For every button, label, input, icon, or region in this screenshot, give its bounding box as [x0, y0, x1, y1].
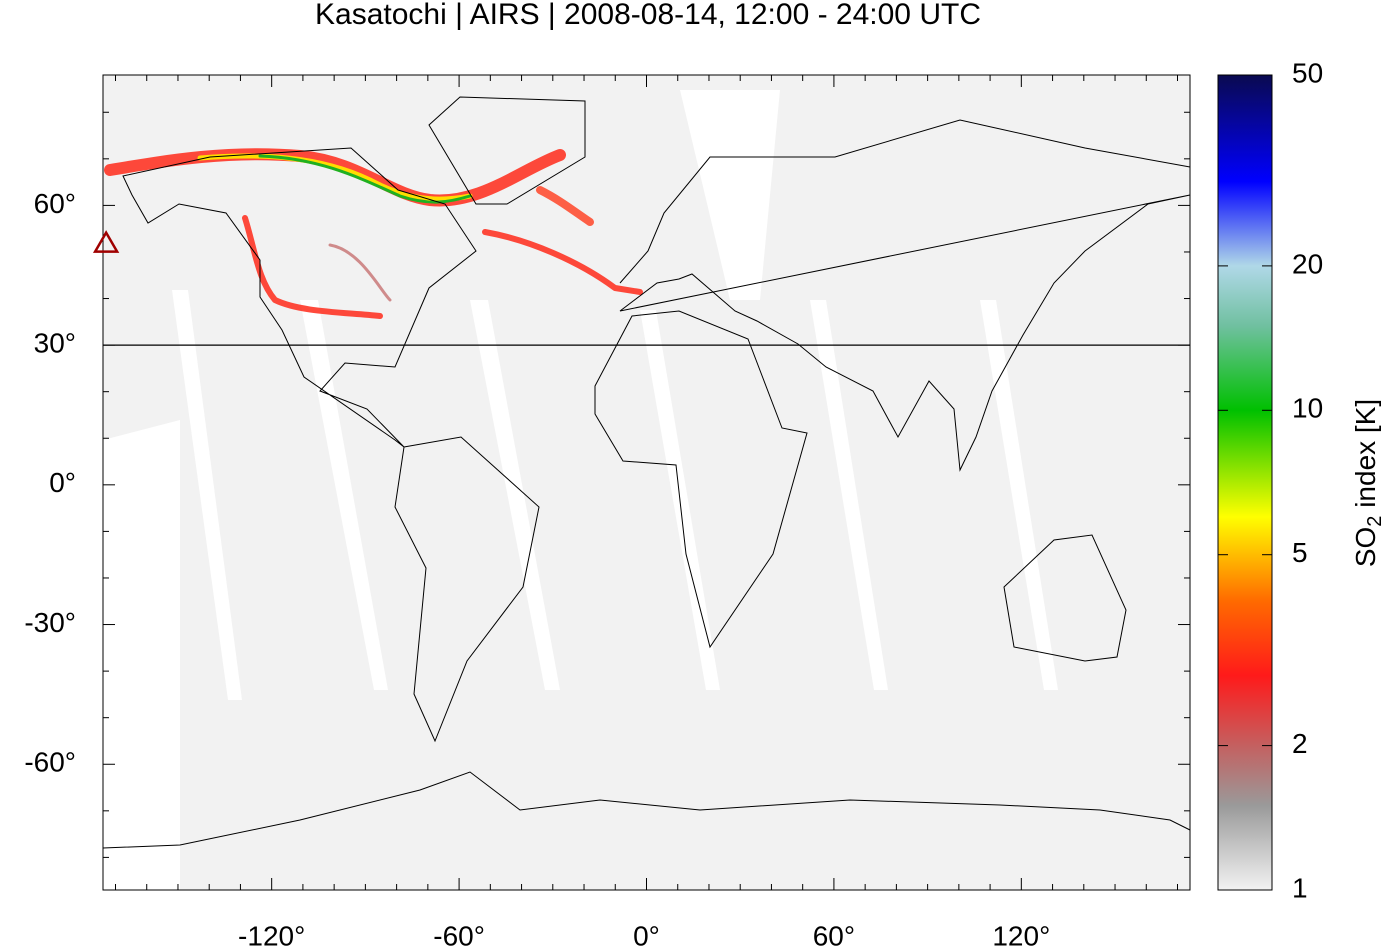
x-tick-label: 120° — [992, 920, 1050, 950]
colorbar-tick-label: 1 — [1292, 872, 1308, 903]
swath-gap — [172, 290, 242, 700]
x-tick-label: 60° — [813, 920, 855, 950]
swath-gap — [300, 300, 388, 690]
y-tick-label: -30° — [24, 607, 76, 638]
chart-title: Kasatochi | AIRS | 2008-08-14, 12:00 - 2… — [315, 0, 981, 31]
plume-band — [482, 229, 643, 295]
plume-core — [197, 153, 473, 202]
x-tick-label: -120° — [238, 920, 305, 950]
y-tick-label: -60° — [24, 747, 76, 778]
coastlines — [102, 96, 1191, 849]
colorbar-tick-label: 10 — [1292, 393, 1323, 424]
swath-gap — [810, 300, 888, 690]
plume-core — [258, 154, 472, 204]
so2-plume — [104, 148, 643, 319]
colorbar-label-part: index [K] — [1350, 399, 1381, 516]
colorbar-tick-label: 2 — [1292, 728, 1308, 759]
colorbar-tick-label: 5 — [1292, 537, 1308, 568]
colorbar-tick-label: 20 — [1292, 248, 1323, 279]
coastline — [428, 96, 586, 205]
map — [102, 74, 1191, 891]
plume-band — [104, 148, 566, 207]
volcano-marker — [92, 230, 120, 253]
x-tick-label: -60° — [433, 920, 485, 950]
y-tick-label: 0° — [49, 467, 76, 498]
plume-band — [328, 243, 392, 302]
coastline — [1003, 534, 1127, 662]
swath-gap — [103, 420, 180, 890]
swath-gap — [680, 90, 780, 300]
plume-band — [242, 215, 383, 319]
coastline — [102, 771, 1191, 849]
colorbar-tick-label: 50 — [1292, 57, 1323, 88]
plume-band — [536, 186, 594, 226]
swath-gap — [980, 300, 1058, 690]
colorbar-label-sub: 2 — [1364, 516, 1386, 527]
coastline — [122, 147, 477, 448]
colorbar-label-part: SO — [1350, 527, 1381, 567]
y-tick-label: 60° — [34, 188, 76, 219]
x-tick-label: 0° — [633, 920, 660, 950]
colorbar — [1217, 74, 1273, 891]
coastline — [594, 310, 808, 649]
y-tick-label: 30° — [34, 328, 76, 359]
map-background — [103, 75, 1190, 890]
colorbar-label: SO2 index [K] — [1350, 399, 1386, 567]
swath-gap — [470, 300, 560, 690]
coastline — [394, 436, 540, 743]
coastline — [619, 119, 1191, 472]
